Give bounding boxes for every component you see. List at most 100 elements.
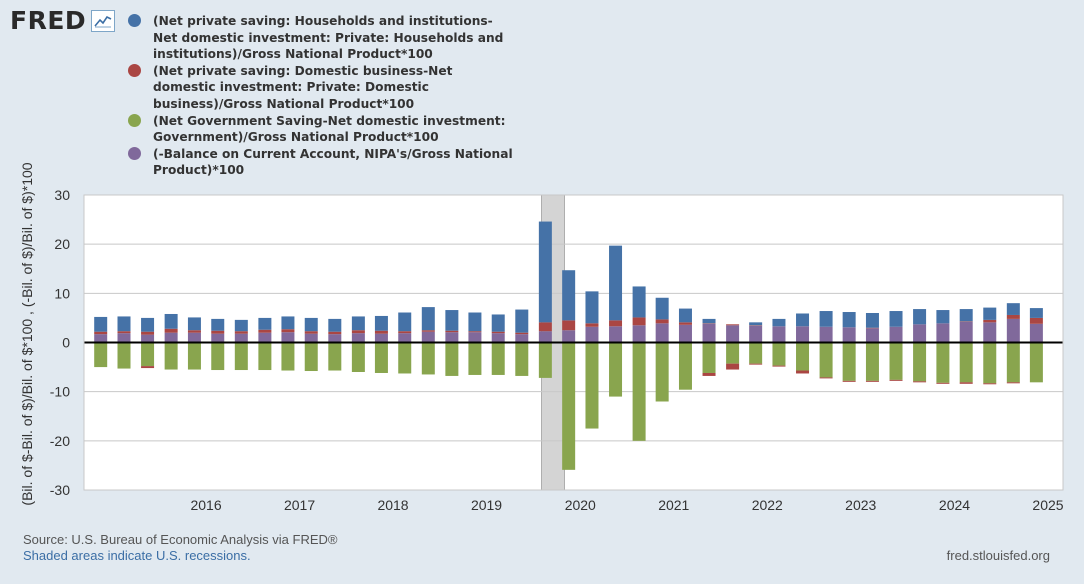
plot-border bbox=[83, 194, 1064, 491]
bar-segment bbox=[772, 365, 786, 367]
bar-segment bbox=[211, 318, 225, 331]
fred-logo[interactable]: FRED bbox=[10, 8, 116, 34]
bar-segment bbox=[983, 383, 997, 385]
bar-segment bbox=[515, 332, 529, 335]
bar-segment bbox=[959, 382, 973, 384]
bar-segment bbox=[865, 313, 879, 328]
bar-segment bbox=[655, 297, 669, 320]
bar-segment bbox=[983, 342, 997, 384]
bar-segment bbox=[889, 326, 903, 343]
bar-segment bbox=[562, 270, 576, 321]
bar-segment bbox=[842, 312, 856, 328]
x-tick-label: 2017 bbox=[284, 497, 315, 513]
bar-segment bbox=[772, 326, 786, 343]
bar-segment bbox=[562, 342, 576, 470]
bar-segment bbox=[1029, 308, 1043, 318]
y-tick-label: -20 bbox=[50, 433, 70, 449]
bar-segment bbox=[749, 322, 763, 326]
legend-item-current-account[interactable]: (-Balance on Current Account, NIPA's/Gro… bbox=[128, 146, 528, 179]
bar-segment bbox=[491, 314, 505, 332]
bar-segment bbox=[515, 334, 529, 343]
bar-segment bbox=[351, 333, 365, 343]
bar-segment bbox=[632, 317, 646, 326]
bar-segment bbox=[445, 342, 459, 376]
bar-segment bbox=[304, 317, 318, 332]
bar-segment bbox=[889, 342, 903, 380]
bar-segment bbox=[726, 324, 740, 326]
bar-segment bbox=[585, 342, 599, 429]
bar-segment bbox=[94, 316, 108, 332]
bar-segment bbox=[865, 327, 879, 329]
bar-segment bbox=[983, 319, 997, 323]
bar-segment bbox=[421, 307, 435, 331]
y-tick-label: 20 bbox=[54, 236, 70, 252]
legend-label: (Net private saving: Domestic business-N… bbox=[153, 63, 453, 111]
bar-segment bbox=[865, 328, 879, 343]
bar-segment bbox=[141, 366, 155, 369]
bar-segment bbox=[959, 321, 973, 343]
bar-segment bbox=[678, 322, 692, 325]
fred-url-link[interactable]: fred.stlouisfed.org bbox=[946, 548, 1050, 563]
bar-segment bbox=[94, 342, 108, 368]
bar-segment bbox=[772, 342, 786, 366]
bar-segment bbox=[749, 325, 763, 326]
bar-segment bbox=[94, 334, 108, 343]
legend-label: (Net private saving: Households and inst… bbox=[153, 14, 504, 62]
bar-segment bbox=[421, 342, 435, 375]
source-note: Source: U.S. Bureau of Economic Analysis… bbox=[23, 532, 338, 547]
bar-segment bbox=[959, 309, 973, 322]
chart-area[interactable]: 30 20 10 0 -10 -20 -30 2016 2017 2018 2019 2020 2021… bbox=[0, 0, 1084, 565]
bar-segment bbox=[702, 318, 716, 324]
bar-segment bbox=[632, 325, 646, 343]
bar-segment bbox=[445, 310, 459, 331]
legend-item-business[interactable]: (Net private saving: Domestic business-N… bbox=[128, 63, 528, 113]
bar-segment bbox=[562, 320, 576, 331]
bar-segment bbox=[515, 309, 529, 333]
bar-segment bbox=[421, 330, 435, 332]
bar-segment bbox=[374, 333, 388, 343]
bar-segment bbox=[421, 331, 435, 343]
x-tick-label: 2016 bbox=[190, 497, 221, 513]
bar-segment bbox=[351, 342, 365, 372]
bar-segment bbox=[585, 291, 599, 324]
bar-segment bbox=[726, 363, 740, 370]
bar-segment bbox=[819, 342, 833, 378]
bar-segment bbox=[328, 342, 342, 371]
bar-segment bbox=[585, 323, 599, 327]
bar-segment bbox=[609, 320, 623, 327]
bar-segment bbox=[398, 333, 412, 343]
bar-segment bbox=[936, 342, 950, 383]
bar-segment bbox=[141, 331, 155, 335]
bar-segment bbox=[819, 377, 833, 379]
bar-segment bbox=[304, 333, 318, 343]
bar-segment bbox=[702, 342, 716, 373]
bar-segment bbox=[117, 331, 131, 334]
bar-segment bbox=[865, 342, 879, 381]
chart-line-icon bbox=[91, 10, 116, 32]
bar-segment bbox=[258, 332, 272, 343]
legend-item-government[interactable]: (Net Government Saving-Net domestic inve… bbox=[128, 113, 528, 146]
bar-segment bbox=[796, 342, 810, 371]
bar-segment bbox=[936, 382, 950, 384]
bar-segment bbox=[468, 331, 482, 333]
bar-segment bbox=[796, 326, 810, 343]
bar-segment bbox=[187, 332, 201, 343]
y-tick-label: 10 bbox=[54, 285, 70, 301]
recession-note: Shaded areas indicate U.S. recessions. bbox=[23, 548, 251, 563]
y-tick-label: 30 bbox=[54, 187, 70, 203]
bar-segment bbox=[117, 316, 131, 332]
bar-segment bbox=[304, 331, 318, 334]
bar-segment bbox=[328, 318, 342, 332]
chart-legend: (Net private saving: Households and inst… bbox=[128, 13, 528, 179]
bar-segment bbox=[491, 333, 505, 343]
x-tick-label: 2021 bbox=[658, 497, 689, 513]
x-tick-label: 2025 bbox=[1032, 497, 1063, 513]
bar-segment bbox=[819, 311, 833, 327]
legend-item-households[interactable]: (Net private saving: Households and inst… bbox=[128, 13, 528, 63]
bar-segment bbox=[351, 316, 365, 331]
bar-segment bbox=[234, 331, 248, 334]
bar-segment bbox=[468, 342, 482, 375]
bar-segment bbox=[538, 322, 552, 332]
bar-segment bbox=[936, 310, 950, 324]
bar-segment bbox=[772, 318, 786, 327]
